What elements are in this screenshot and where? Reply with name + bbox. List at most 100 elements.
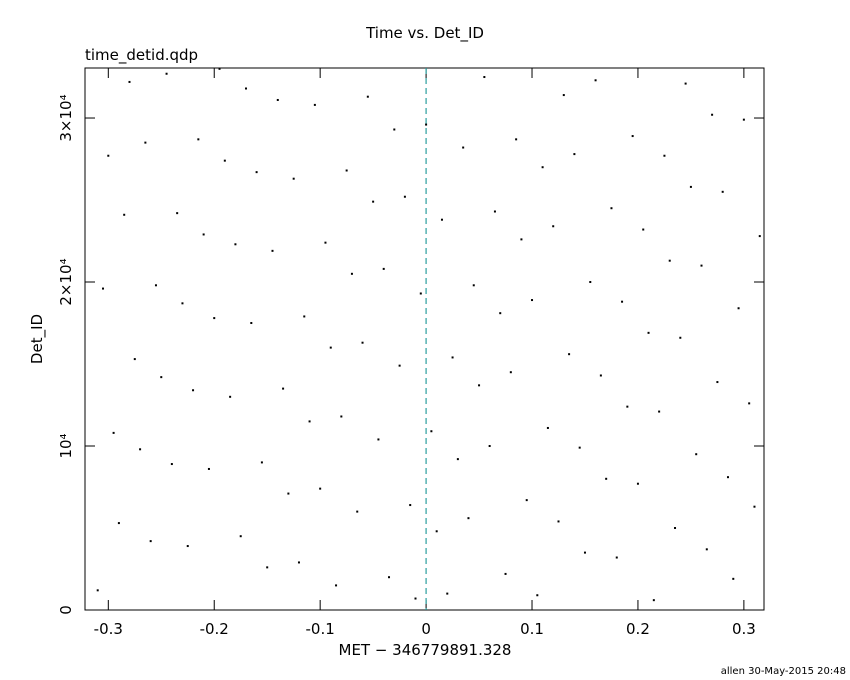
point bbox=[451, 356, 454, 359]
point bbox=[250, 322, 253, 325]
point bbox=[255, 171, 258, 174]
point bbox=[382, 267, 385, 270]
point bbox=[684, 82, 687, 85]
point bbox=[213, 317, 216, 320]
chart-title: Time vs. Det_ID bbox=[365, 24, 484, 43]
point bbox=[181, 302, 184, 305]
point bbox=[430, 430, 433, 433]
point bbox=[329, 346, 332, 349]
point bbox=[276, 98, 279, 101]
x-tick-label: 0.1 bbox=[520, 620, 544, 638]
point bbox=[753, 505, 756, 508]
point bbox=[239, 535, 242, 538]
point bbox=[658, 410, 661, 413]
point bbox=[144, 141, 147, 144]
point bbox=[123, 213, 126, 216]
point bbox=[573, 153, 576, 156]
point bbox=[292, 177, 295, 180]
point bbox=[610, 207, 613, 210]
plot-frame bbox=[84, 67, 765, 611]
point bbox=[711, 113, 714, 116]
point bbox=[515, 138, 518, 141]
point bbox=[520, 238, 523, 241]
point bbox=[425, 123, 428, 126]
point bbox=[308, 420, 311, 423]
point bbox=[313, 103, 316, 106]
point bbox=[726, 476, 729, 479]
point bbox=[483, 76, 486, 79]
point bbox=[525, 499, 528, 502]
point bbox=[287, 492, 290, 495]
point bbox=[536, 594, 539, 597]
point bbox=[266, 566, 269, 569]
point bbox=[165, 72, 168, 75]
x-tick-label: 0.3 bbox=[732, 620, 756, 638]
point bbox=[652, 599, 655, 602]
point bbox=[139, 448, 142, 451]
point bbox=[737, 307, 740, 310]
point bbox=[176, 212, 179, 215]
point bbox=[435, 530, 438, 533]
x-tick-label: -0.1 bbox=[306, 620, 335, 638]
point bbox=[621, 300, 624, 303]
x-tick-label: 0 bbox=[421, 620, 431, 638]
point bbox=[186, 545, 189, 548]
point bbox=[207, 467, 210, 470]
point bbox=[504, 572, 507, 575]
point bbox=[509, 371, 512, 374]
point bbox=[398, 364, 401, 367]
chart-subtitle: time_detid.qdp bbox=[85, 46, 198, 65]
point bbox=[663, 154, 666, 157]
y-tick-label: 3×10⁴ bbox=[57, 94, 75, 141]
point bbox=[96, 589, 99, 592]
point bbox=[668, 259, 671, 262]
point bbox=[695, 453, 698, 456]
point bbox=[112, 431, 115, 434]
point bbox=[345, 169, 348, 172]
point bbox=[234, 243, 237, 246]
point bbox=[615, 556, 618, 559]
point bbox=[202, 233, 205, 236]
x-tick-label: 0.2 bbox=[626, 620, 650, 638]
point bbox=[393, 128, 396, 131]
point bbox=[117, 522, 120, 525]
point bbox=[552, 225, 555, 228]
point bbox=[456, 458, 459, 461]
point bbox=[218, 67, 221, 70]
point bbox=[324, 241, 327, 244]
point bbox=[102, 287, 105, 290]
point bbox=[557, 520, 560, 523]
x-tick-label: -0.3 bbox=[94, 620, 123, 638]
point bbox=[742, 118, 745, 121]
point bbox=[260, 461, 263, 464]
point bbox=[303, 315, 306, 318]
point bbox=[541, 166, 544, 169]
point bbox=[758, 235, 761, 238]
point bbox=[282, 387, 285, 390]
point bbox=[589, 281, 592, 284]
point bbox=[499, 312, 502, 315]
point bbox=[335, 584, 338, 587]
point bbox=[154, 284, 157, 287]
point bbox=[599, 374, 602, 377]
point bbox=[478, 384, 481, 387]
x-axis-label: MET − 346779891.328 bbox=[339, 641, 512, 659]
point bbox=[674, 527, 677, 530]
y-tick-label: 2×10⁴ bbox=[57, 258, 75, 305]
point bbox=[107, 154, 110, 157]
point bbox=[440, 218, 443, 221]
point bbox=[192, 389, 195, 392]
point bbox=[160, 376, 163, 379]
point bbox=[568, 353, 571, 356]
point bbox=[467, 517, 470, 520]
point bbox=[229, 395, 232, 398]
point bbox=[721, 190, 724, 193]
point bbox=[409, 504, 412, 507]
point bbox=[689, 185, 692, 188]
point bbox=[372, 200, 375, 203]
point bbox=[170, 463, 173, 466]
point bbox=[319, 487, 322, 490]
point bbox=[472, 284, 475, 287]
point bbox=[128, 80, 131, 83]
